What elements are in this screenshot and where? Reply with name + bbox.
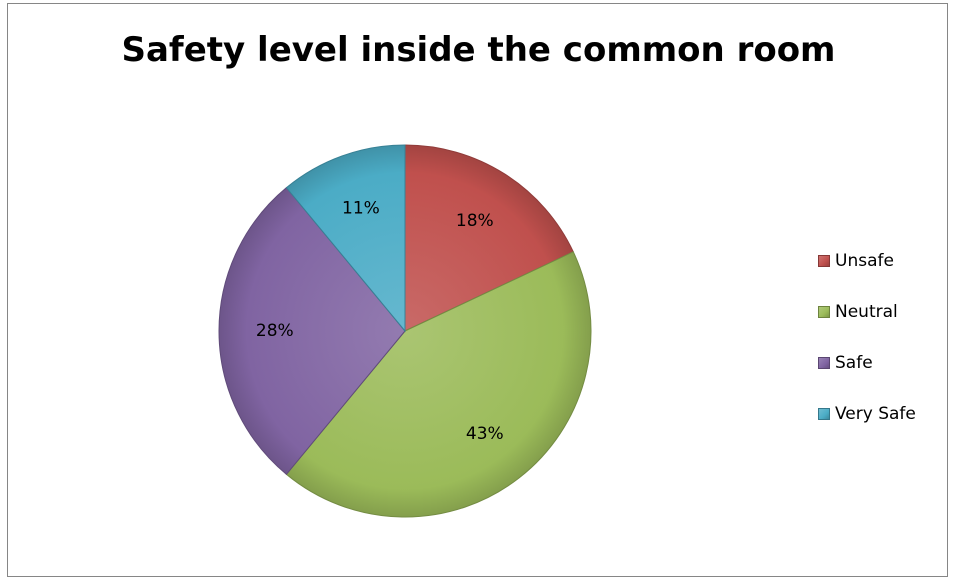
legend-item-very-safe: Very Safe [818,401,948,427]
data-label-unsafe: 18% [456,211,494,231]
legend-item-unsafe: Unsafe [818,248,948,274]
data-label-neutral: 43% [466,424,504,444]
chart-legend: Unsafe Neutral Safe Very Safe [818,248,948,452]
pie-slice-very-safe [285,144,406,333]
legend-label: Safe [835,353,873,373]
legend-label: Neutral [835,302,898,322]
legend-item-neutral: Neutral [818,299,948,325]
data-label-very-safe: 11% [342,199,380,219]
chart-title: Safety level inside the common room [121,30,836,70]
legend-swatch [818,255,830,267]
pie-slice-unsafe [404,144,574,332]
pie-slice-safe [218,186,406,476]
data-label-safe: 28% [256,321,294,341]
legend-label: Unsafe [835,251,894,271]
legend-swatch [818,306,830,318]
pie-slice-neutral [285,251,592,518]
legend-label: Very Safe [835,404,916,424]
legend-item-safe: Safe [818,350,948,376]
legend-swatch [818,357,830,369]
legend-swatch [818,408,830,420]
